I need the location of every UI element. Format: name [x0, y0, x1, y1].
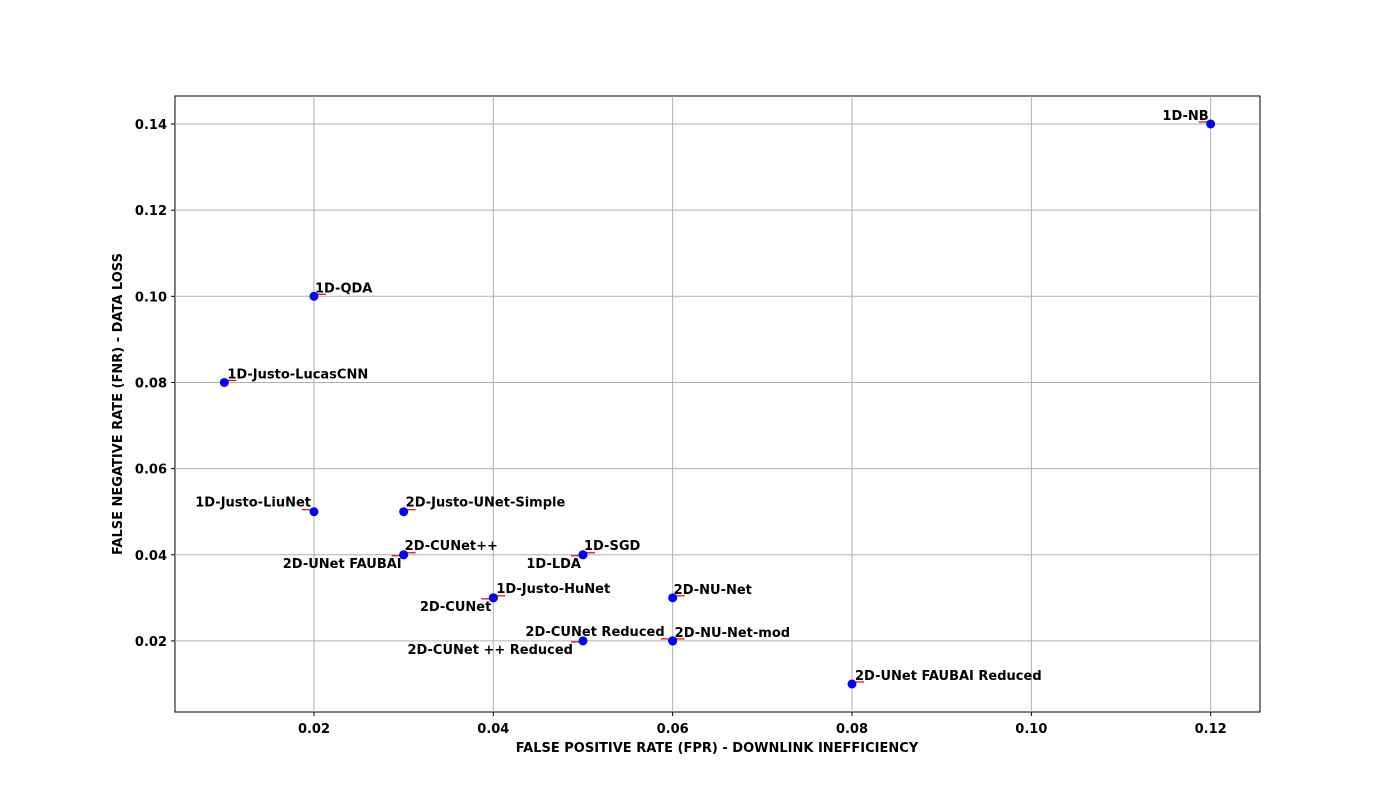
x-tick-label: 0.10 [1015, 722, 1047, 737]
point [309, 291, 319, 301]
point-label: 2D-CUNet ++ Reduced [407, 643, 573, 658]
point-label: 2D-Justo-UNet-Simple [406, 496, 566, 511]
point [578, 550, 588, 560]
point [668, 593, 678, 603]
point-label: 2D-NU-Net-mod [675, 626, 790, 641]
y-tick-label: 0.04 [135, 549, 167, 564]
point-label: 1D-Justo-LiuNet [195, 496, 311, 511]
point-label: 1D-NB [1162, 109, 1208, 124]
point-label: 2D-CUNet Reduced [525, 625, 664, 640]
point [399, 550, 409, 560]
x-tick-label: 0.12 [1195, 722, 1227, 737]
y-tick-label: 0.02 [135, 635, 167, 650]
point-label: 1D-LDA [526, 557, 581, 572]
point-label: 2D-CUNet++ [405, 539, 498, 554]
point [847, 679, 857, 689]
point [578, 636, 588, 646]
x-tick-label: 0.02 [298, 722, 330, 737]
point-label: 1D-Justo-LucasCNN [227, 367, 368, 382]
point-label: 2D-CUNet [420, 600, 491, 615]
point-label: 1D-SGD [584, 539, 641, 554]
x-tick-label: 0.08 [836, 722, 868, 737]
y-tick-label: 0.06 [135, 463, 167, 478]
point-label: 1D-QDA [315, 281, 372, 296]
y-tick-label: 0.10 [135, 290, 167, 305]
point-label: 2D-NU-Net [674, 583, 752, 598]
point [309, 507, 319, 517]
x-tick-label: 0.06 [657, 722, 689, 737]
x-axis-label: FALSE POSITIVE RATE (FPR) - DOWNLINK INE… [516, 741, 919, 756]
point-label: 2D-UNet FAUBAI [283, 557, 402, 572]
y-tick-label: 0.08 [135, 376, 167, 391]
point [1206, 119, 1216, 129]
point [399, 507, 409, 517]
point [668, 636, 678, 646]
plot-frame [174, 95, 1261, 713]
y-axis-label: FALSE NEGATIVE RATE (FNR) - DATA LOSS [111, 253, 126, 555]
point [219, 377, 229, 387]
y-tick-label: 0.14 [135, 118, 167, 133]
point-label: 1D-Justo-HuNet [496, 582, 610, 597]
point-label: 2D-UNet FAUBAI Reduced [855, 669, 1042, 684]
y-tick-label: 0.12 [135, 204, 167, 219]
x-tick-label: 0.04 [477, 722, 509, 737]
point [488, 593, 498, 603]
